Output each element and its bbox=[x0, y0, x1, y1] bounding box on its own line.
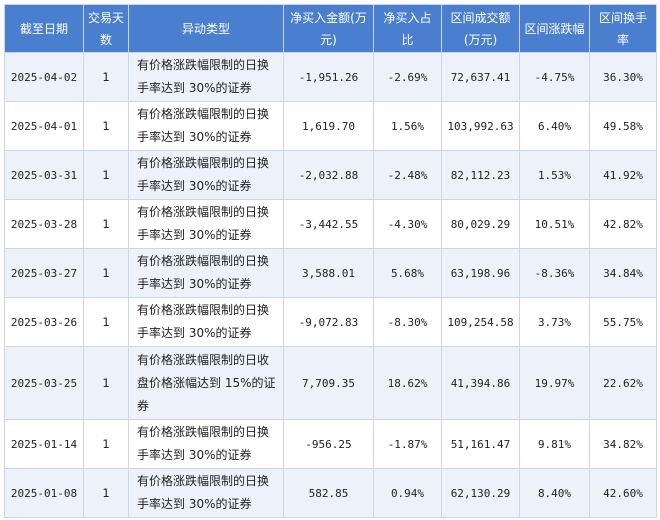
table-row: 2025-03-27 1 有价格涨跌幅限制的日换手率达到 30%的证券 3,588.0… bbox=[4, 248, 657, 298]
header-row: 截至日期 交易天数 异动类型 净买入金额(万元) 净买入占比 区间成交额(万元) 区间涨跌幅… bbox=[4, 4, 657, 53]
cell-turnover-amt: 109,254.58 bbox=[441, 297, 520, 347]
cell-turnover-amt: 63,198.96 bbox=[441, 248, 520, 298]
cell-date: 2025-03-28 bbox=[4, 199, 84, 249]
cell-net-ratio: 5.68% bbox=[373, 248, 442, 298]
header-type: 异动类型 bbox=[128, 4, 284, 53]
cell-turnover-amt: 80,029.29 bbox=[441, 199, 520, 249]
cell-turnover-rate: 49.58% bbox=[589, 101, 657, 151]
table-row: 2025-04-02 1 有价格涨跌幅限制的日换手率达到 30%的证券 -1,951.… bbox=[4, 52, 657, 102]
cell-net-buy: -1,951.26 bbox=[283, 52, 374, 102]
cell-turnover-amt: 41,394.86 bbox=[441, 346, 520, 420]
cell-type: 有价格涨跌幅限制的日换手率达到 30%的证券 bbox=[128, 101, 284, 151]
cell-net-ratio: -2.48% bbox=[373, 150, 442, 200]
cell-date: 2025-03-27 bbox=[4, 248, 84, 298]
cell-change: 8.40% bbox=[519, 468, 590, 518]
header-change: 区间涨跌幅 bbox=[519, 4, 590, 53]
cell-date: 2025-03-25 bbox=[4, 346, 84, 420]
cell-type: 有价格涨跌幅限制的日换手率达到 30%的证券 bbox=[128, 248, 284, 298]
cell-net-buy: -2,032.88 bbox=[283, 150, 374, 200]
cell-days: 1 bbox=[83, 150, 129, 200]
header-net-buy: 净买入金额(万元) bbox=[283, 4, 374, 53]
cell-date: 2025-04-01 bbox=[4, 101, 84, 151]
cell-type: 有价格涨跌幅限制的日换手率达到 30%的证券 bbox=[128, 297, 284, 347]
table-row: 2025-01-08 1 有价格涨跌幅限制的日换手率达到 30%的证券 582.85 0… bbox=[4, 468, 657, 518]
cell-type: 有价格涨跌幅限制的日换手率达到 30%的证券 bbox=[128, 199, 284, 249]
cell-net-buy: -9,072.83 bbox=[283, 297, 374, 347]
cell-net-buy: 3,588.01 bbox=[283, 248, 374, 298]
table-row: 2025-03-26 1 有价格涨跌幅限制的日换手率达到 30%的证券 -9,072.… bbox=[4, 297, 657, 347]
cell-change: 1.53% bbox=[519, 150, 590, 200]
header-turnover-amount: 区间成交额(万元) bbox=[441, 4, 520, 53]
abnormal-trading-table: 截至日期 交易天数 异动类型 净买入金额(万元) 净买入占比 区间成交额(万元) 区间涨跌幅… bbox=[4, 4, 657, 518]
cell-days: 1 bbox=[83, 52, 129, 102]
cell-change: 10.51% bbox=[519, 199, 590, 249]
cell-date: 2025-01-08 bbox=[4, 468, 84, 518]
cell-turnover-rate: 55.75% bbox=[589, 297, 657, 347]
cell-type: 有价格涨跌幅限制的日换手率达到 30%的证券 bbox=[128, 52, 284, 102]
cell-turnover-rate: 36.30% bbox=[589, 52, 657, 102]
cell-net-ratio: -1.87% bbox=[373, 419, 442, 469]
cell-change: -4.75% bbox=[519, 52, 590, 102]
table-row: 2025-01-14 1 有价格涨跌幅限制的日换手率达到 30%的证券 -956.25… bbox=[4, 419, 657, 469]
cell-net-ratio: -8.30% bbox=[373, 297, 442, 347]
cell-days: 1 bbox=[83, 248, 129, 298]
cell-net-buy: 1,619.70 bbox=[283, 101, 374, 151]
cell-turnover-rate: 34.82% bbox=[589, 419, 657, 469]
cell-net-ratio: 18.62% bbox=[373, 346, 442, 420]
header-net-ratio: 净买入占比 bbox=[373, 4, 442, 53]
cell-change: 19.97% bbox=[519, 346, 590, 420]
header-days: 交易天数 bbox=[83, 4, 129, 53]
cell-turnover-amt: 72,637.41 bbox=[441, 52, 520, 102]
cell-turnover-amt: 82,112.23 bbox=[441, 150, 520, 200]
cell-net-buy: -3,442.55 bbox=[283, 199, 374, 249]
cell-turnover-rate: 34.84% bbox=[589, 248, 657, 298]
header-date: 截至日期 bbox=[4, 4, 84, 53]
cell-type: 有价格涨跌幅限制的日换手率达到 30%的证券 bbox=[128, 419, 284, 469]
cell-type: 有价格涨跌幅限制的日收盘价格涨幅达到 15%的证券 bbox=[128, 346, 284, 420]
cell-days: 1 bbox=[83, 419, 129, 469]
header-turnover-rate: 区间换手率 bbox=[589, 4, 657, 53]
cell-net-buy: -956.25 bbox=[283, 419, 374, 469]
cell-net-buy: 7,709.35 bbox=[283, 346, 374, 420]
cell-net-ratio: 0.94% bbox=[373, 468, 442, 518]
cell-change: 9.81% bbox=[519, 419, 590, 469]
table-row: 2025-03-31 1 有价格涨跌幅限制的日换手率达到 30%的证券 -2,032.… bbox=[4, 150, 657, 200]
cell-change: 3.73% bbox=[519, 297, 590, 347]
cell-turnover-rate: 41.92% bbox=[589, 150, 657, 200]
cell-date: 2025-03-31 bbox=[4, 150, 84, 200]
cell-change: 6.40% bbox=[519, 101, 590, 151]
cell-days: 1 bbox=[83, 346, 129, 420]
cell-turnover-rate: 42.82% bbox=[589, 199, 657, 249]
cell-turnover-rate: 42.60% bbox=[589, 468, 657, 518]
cell-net-ratio: -2.69% bbox=[373, 52, 442, 102]
cell-change: -8.36% bbox=[519, 248, 590, 298]
cell-turnover-rate: 22.62% bbox=[589, 346, 657, 420]
cell-days: 1 bbox=[83, 101, 129, 151]
table-row: 2025-03-25 1 有价格涨跌幅限制的日收盘价格涨幅达到 15%的证券 7,70… bbox=[4, 346, 657, 420]
table-row: 2025-04-01 1 有价格涨跌幅限制的日换手率达到 30%的证券 1,619.7… bbox=[4, 101, 657, 151]
cell-turnover-amt: 62,130.29 bbox=[441, 468, 520, 518]
cell-date: 2025-03-26 bbox=[4, 297, 84, 347]
cell-turnover-amt: 51,161.47 bbox=[441, 419, 520, 469]
cell-days: 1 bbox=[83, 297, 129, 347]
cell-net-buy: 582.85 bbox=[283, 468, 374, 518]
cell-type: 有价格涨跌幅限制的日换手率达到 30%的证券 bbox=[128, 468, 284, 518]
table-row: 2025-03-28 1 有价格涨跌幅限制的日换手率达到 30%的证券 -3,442.… bbox=[4, 199, 657, 249]
cell-days: 1 bbox=[83, 468, 129, 518]
cell-net-ratio: 1.56% bbox=[373, 101, 442, 151]
cell-net-ratio: -4.30% bbox=[373, 199, 442, 249]
cell-date: 2025-04-02 bbox=[4, 52, 84, 102]
cell-turnover-amt: 103,992.63 bbox=[441, 101, 520, 151]
cell-days: 1 bbox=[83, 199, 129, 249]
cell-type: 有价格涨跌幅限制的日换手率达到 30%的证券 bbox=[128, 150, 284, 200]
cell-date: 2025-01-14 bbox=[4, 419, 84, 469]
